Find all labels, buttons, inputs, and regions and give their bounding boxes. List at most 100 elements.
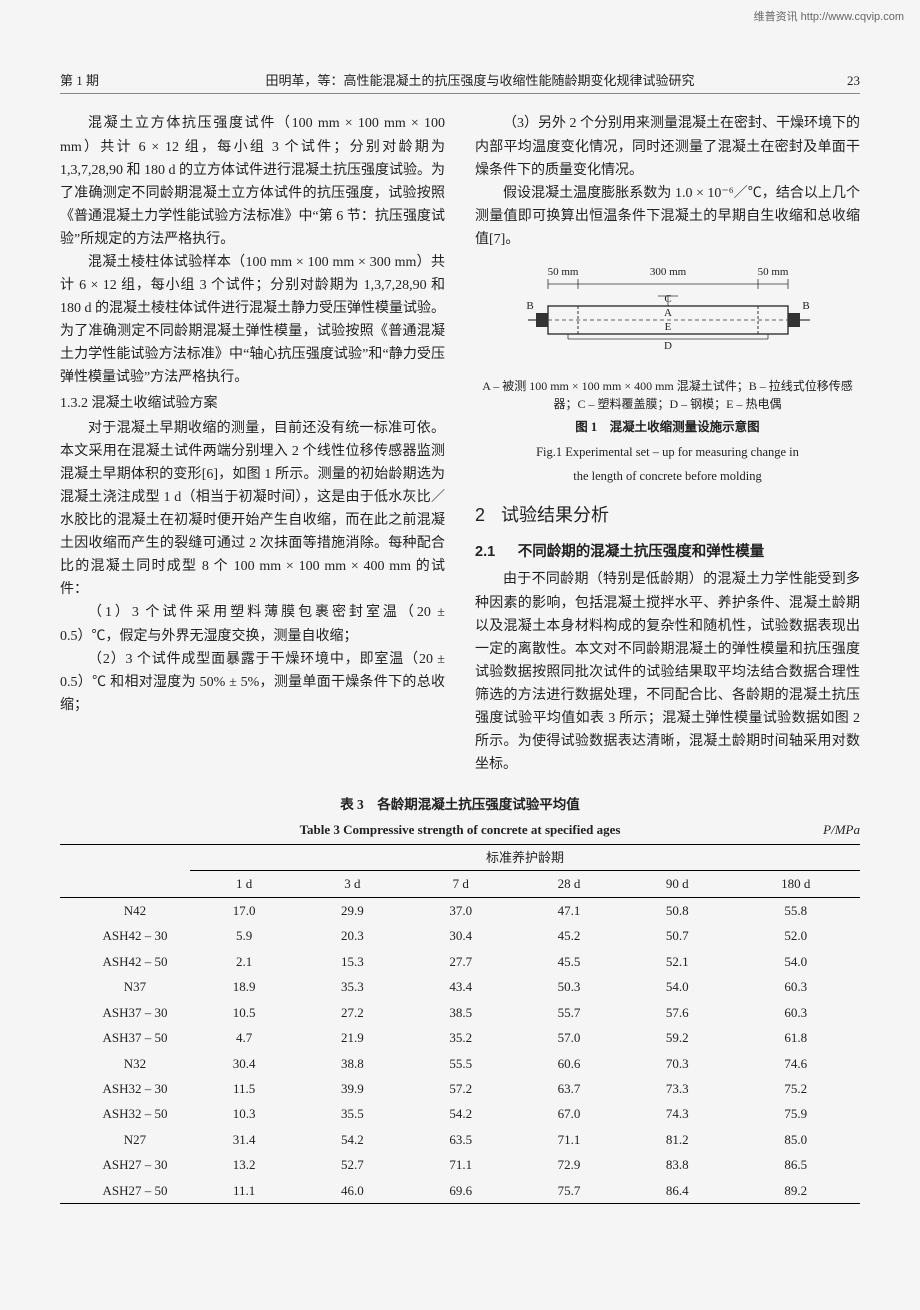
- table-cell: 60.6: [515, 1051, 623, 1076]
- left-p1: 混凝土立方体抗压强度试件（100 mm × 100 mm × 100 mm）共计…: [60, 112, 445, 251]
- table-cell: 27.2: [298, 1000, 406, 1025]
- two-column-body: 混凝土立方体抗压强度试件（100 mm × 100 mm × 100 mm）共计…: [60, 112, 860, 776]
- figure-1-caption-en-2: the length of concrete before molding: [475, 466, 860, 487]
- table-cell: 54.2: [298, 1127, 406, 1152]
- right-column: （3）另外 2 个分别用来测量混凝土在密封、干燥环境下的内部平均温度变化情况，同…: [475, 112, 860, 776]
- table-cell: 5.9: [190, 923, 298, 948]
- table-row: N3230.438.855.560.670.374.6: [60, 1051, 860, 1076]
- table-row-label: ASH37 – 50: [60, 1025, 190, 1050]
- left-column: 混凝土立方体抗压强度试件（100 mm × 100 mm × 100 mm）共计…: [60, 112, 445, 776]
- table-row: ASH37 – 3010.527.238.555.757.660.3: [60, 1000, 860, 1025]
- table-row-label: ASH42 – 30: [60, 923, 190, 948]
- table-row: ASH27 – 3013.252.771.172.983.886.5: [60, 1152, 860, 1177]
- table-cell: 86.4: [623, 1178, 731, 1204]
- table-cell: 70.3: [623, 1051, 731, 1076]
- left-p2: 混凝土棱柱体试验样本（100 mm × 100 mm × 300 mm）共计 6…: [60, 251, 445, 390]
- table-3-col-3: 28 d: [515, 871, 623, 897]
- table-3-col-4: 90 d: [623, 871, 731, 897]
- table-cell: 69.6: [407, 1178, 515, 1204]
- table-row: ASH32 – 3011.539.957.263.773.375.2: [60, 1076, 860, 1101]
- table-cell: 50.8: [623, 897, 731, 923]
- table-cell: 2.1: [190, 949, 298, 974]
- table-cell: 10.3: [190, 1101, 298, 1126]
- node-label-a: A: [664, 307, 672, 319]
- table-cell: 89.2: [731, 1178, 860, 1204]
- figure-1-caption-cn-text: 图 1 混凝土收缩测量设施示意图: [575, 420, 759, 434]
- section-2-title: 试验结果分析: [501, 501, 609, 531]
- table-cell: 74.3: [623, 1101, 731, 1126]
- table-cell: 37.0: [407, 897, 515, 923]
- table-cell: 61.8: [731, 1025, 860, 1050]
- table-cell: 81.2: [623, 1127, 731, 1152]
- table-row-label: N27: [60, 1127, 190, 1152]
- table-cell: 63.7: [515, 1076, 623, 1101]
- figure-1-caption-en-1: Fig.1 Experimental set – up for measurin…: [475, 442, 860, 463]
- dim-label-0: 50 mm: [547, 266, 578, 278]
- table-cell: 85.0: [731, 1127, 860, 1152]
- table-cell: 38.8: [298, 1051, 406, 1076]
- figure-1-note: A – 被测 100 mm × 100 mm × 400 mm 混凝土试件；B …: [475, 377, 860, 413]
- table-cell: 60.3: [731, 974, 860, 999]
- subsection-2-1-title: 不同龄期的混凝土抗压强度和弹性模量: [518, 544, 765, 560]
- table-cell: 15.3: [298, 949, 406, 974]
- table-row-label: ASH27 – 50: [60, 1178, 190, 1204]
- table-cell: 73.3: [623, 1076, 731, 1101]
- table-cell: 47.1: [515, 897, 623, 923]
- table-cell: 52.0: [731, 923, 860, 948]
- table-cell: 30.4: [190, 1051, 298, 1076]
- node-label-e: E: [664, 321, 671, 333]
- table-row: ASH27 – 5011.146.069.675.786.489.2: [60, 1178, 860, 1204]
- table-cell: 71.1: [407, 1152, 515, 1177]
- table-cell: 63.5: [407, 1127, 515, 1152]
- page-content: 第 1 期 田明革，等：高性能混凝土的抗压强度与收缩性能随龄期变化规律试验研究 …: [0, 0, 920, 1224]
- table-cell: 57.0: [515, 1025, 623, 1050]
- table-cell: 75.2: [731, 1076, 860, 1101]
- left-p4: （1）3 个试件采用塑料薄膜包裹密封室温（20 ± 0.5）℃，假定与外界无湿度…: [60, 601, 445, 647]
- node-label-d: D: [664, 340, 672, 352]
- table-row: N4217.029.937.047.150.855.8: [60, 897, 860, 923]
- table-row-label: ASH27 – 30: [60, 1152, 190, 1177]
- table-cell: 35.2: [407, 1025, 515, 1050]
- dim-label-1: 300 mm: [649, 266, 686, 278]
- right-p2: 假设混凝土温度膨胀系数为 1.0 × 10⁻⁶／℃，结合以上几个测量值即可换算出…: [475, 182, 860, 251]
- watermark-text: 维普资讯 http://www.cqvip.com: [754, 8, 904, 26]
- table-row-label: ASH37 – 30: [60, 1000, 190, 1025]
- table-cell: 4.7: [190, 1025, 298, 1050]
- table-3-col-5: 180 d: [731, 871, 860, 897]
- table-cell: 75.9: [731, 1101, 860, 1126]
- table-row-label: N32: [60, 1051, 190, 1076]
- table-cell: 55.7: [515, 1000, 623, 1025]
- table-cell: 50.3: [515, 974, 623, 999]
- header-title: 田明革，等：高性能混凝土的抗压强度与收缩性能随龄期变化规律试验研究: [140, 70, 820, 91]
- table-cell: 74.6: [731, 1051, 860, 1076]
- table-cell: 17.0: [190, 897, 298, 923]
- table-cell: 21.9: [298, 1025, 406, 1050]
- header-page-number: 23: [820, 70, 860, 91]
- section-2-heading: 2 试验结果分析: [475, 501, 860, 531]
- table-row: ASH42 – 502.115.327.745.552.154.0: [60, 949, 860, 974]
- table-cell: 86.5: [731, 1152, 860, 1177]
- dim-label-2: 50 mm: [757, 266, 788, 278]
- table-row: ASH42 – 305.920.330.445.250.752.0: [60, 923, 860, 948]
- table-row-label: N37: [60, 974, 190, 999]
- table-3-col-2: 7 d: [407, 871, 515, 897]
- table-row: ASH32 – 5010.335.554.267.074.375.9: [60, 1101, 860, 1126]
- table-cell: 57.6: [623, 1000, 731, 1025]
- table-cell: 67.0: [515, 1101, 623, 1126]
- table-3-title-cn: 表 3 各龄期混凝土抗压强度试验平均值: [60, 794, 860, 816]
- table-row: N3718.935.343.450.354.060.3: [60, 974, 860, 999]
- right-p3: 由于不同龄期（特别是低龄期）的混凝土力学性能受到多种因素的影响，包括混凝土搅拌水…: [475, 568, 860, 776]
- table-3-group-header: 标准养护龄期: [190, 845, 860, 871]
- table-cell: 29.9: [298, 897, 406, 923]
- table-cell: 54.2: [407, 1101, 515, 1126]
- table-cell: 30.4: [407, 923, 515, 948]
- section-2-number: 2: [475, 501, 485, 531]
- table-cell: 83.8: [623, 1152, 731, 1177]
- running-header: 第 1 期 田明革，等：高性能混凝土的抗压强度与收缩性能随龄期变化规律试验研究 …: [60, 70, 860, 94]
- left-subheading-132: 1.3.2 混凝土收缩试验方案: [60, 392, 445, 415]
- table-cell: 10.5: [190, 1000, 298, 1025]
- table-3-body: N4217.029.937.047.150.855.8ASH42 – 305.9…: [60, 897, 860, 1203]
- figure-1: 50 mm 300 mm 50 mm C A E D B B: [475, 261, 860, 487]
- table-cell: 39.9: [298, 1076, 406, 1101]
- table-cell: 60.3: [731, 1000, 860, 1025]
